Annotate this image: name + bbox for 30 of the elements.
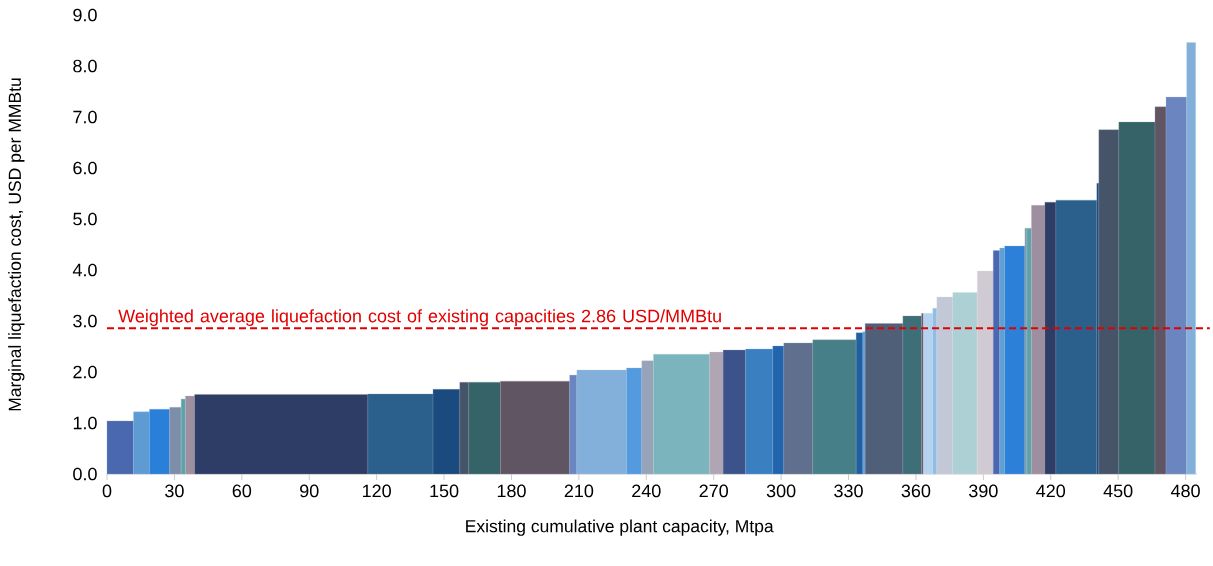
x-tick-label: 300: [766, 484, 796, 498]
y-tick-label: 2.0: [73, 365, 97, 379]
x-tick-label: 360: [901, 484, 931, 498]
x-tick-label: 210: [564, 484, 594, 498]
y-tick-label: 8.0: [73, 59, 97, 73]
x-tick-label: 120: [363, 484, 391, 498]
x-tick-label: 480: [1170, 484, 1200, 498]
y-tick-label: 5.0: [73, 212, 97, 226]
x-tick-label: 30: [165, 484, 184, 498]
y-tick-label: 4.0: [72, 263, 97, 277]
x-tick-label: 150: [430, 484, 459, 498]
y-tick-label: 9.0: [73, 8, 97, 22]
y-tick-label: 6.0: [73, 161, 97, 175]
x-tick-label: 450: [1103, 484, 1133, 498]
x-tick-label: 390: [969, 484, 998, 498]
ref-line-label: Weighted average liquefaction cost of existing capacities 2.86 USD/MMBtu: [118, 309, 721, 326]
y-axis-title: Marginal liquefaction cost, USD per MMBtu: [8, 78, 25, 411]
y-tick-label: 3.0: [73, 314, 97, 328]
x-tick-label: 60: [232, 484, 252, 498]
x-tick-label: 270: [699, 484, 728, 498]
y-tick-label: 1.0: [73, 416, 97, 430]
x-tick-label: 420: [1036, 484, 1066, 498]
y-tick-label: 7.0: [73, 110, 97, 124]
x-tick-label: 90: [300, 484, 319, 498]
x-tick-label: 0: [102, 484, 112, 498]
x-tick-label: 240: [632, 484, 661, 498]
x-axis-title: Existing cumulative plant capacity, Mtpa: [466, 519, 774, 536]
x-tick-label: 180: [497, 484, 526, 498]
x-tick-label: 330: [834, 484, 863, 498]
y-tick-label: 0.0: [73, 467, 97, 481]
